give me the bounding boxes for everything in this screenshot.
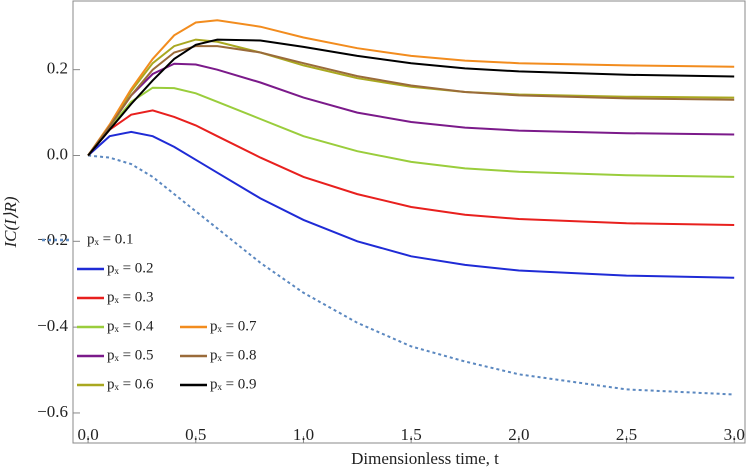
legend-label: pₓ = 0.3: [107, 289, 154, 305]
y-tick-label: −0.6: [37, 402, 68, 421]
legend-label: pₓ = 0.2: [107, 260, 154, 276]
x-tick-label: 1.0: [293, 425, 314, 444]
series-line: [87, 130, 735, 279]
x-tick-label: 1.5: [401, 425, 422, 444]
legend-label: pₓ = 0.1: [87, 231, 134, 247]
x-tick-label: 0.0: [77, 425, 98, 444]
y-tick-label: −0.2: [37, 230, 68, 249]
series-line: [87, 45, 735, 157]
legend-label: pₓ = 0.6: [107, 376, 154, 392]
plot-frame: [72, 0, 746, 444]
x-tick-label: 2.0: [508, 425, 529, 444]
series-line: [87, 19, 735, 157]
legend-label: pₓ = 0.5: [107, 347, 154, 363]
series-line: [88, 154, 735, 396]
legend-label: pₓ = 0.8: [210, 347, 257, 363]
legend-label: pₓ = 0.7: [210, 318, 257, 334]
series-line: [87, 109, 735, 226]
x-axis-label: Dimensionless time, t: [351, 449, 499, 468]
x-tick-label: 3.0: [724, 425, 745, 444]
series-line: [87, 62, 735, 157]
x-tick-label: 0.5: [185, 425, 206, 444]
series-line: [87, 86, 735, 178]
y-tick-label: −0.4: [37, 316, 68, 335]
y-tick-label: 0.0: [47, 144, 68, 163]
y-axis-label: IC(I⟩R): [1, 196, 20, 248]
legend-label: pₓ = 0.4: [107, 318, 154, 334]
legend-label: pₓ = 0.9: [210, 376, 257, 392]
x-tick-label: 2.5: [616, 425, 637, 444]
series-line: [87, 38, 735, 157]
y-tick-label: 0.2: [47, 59, 68, 78]
